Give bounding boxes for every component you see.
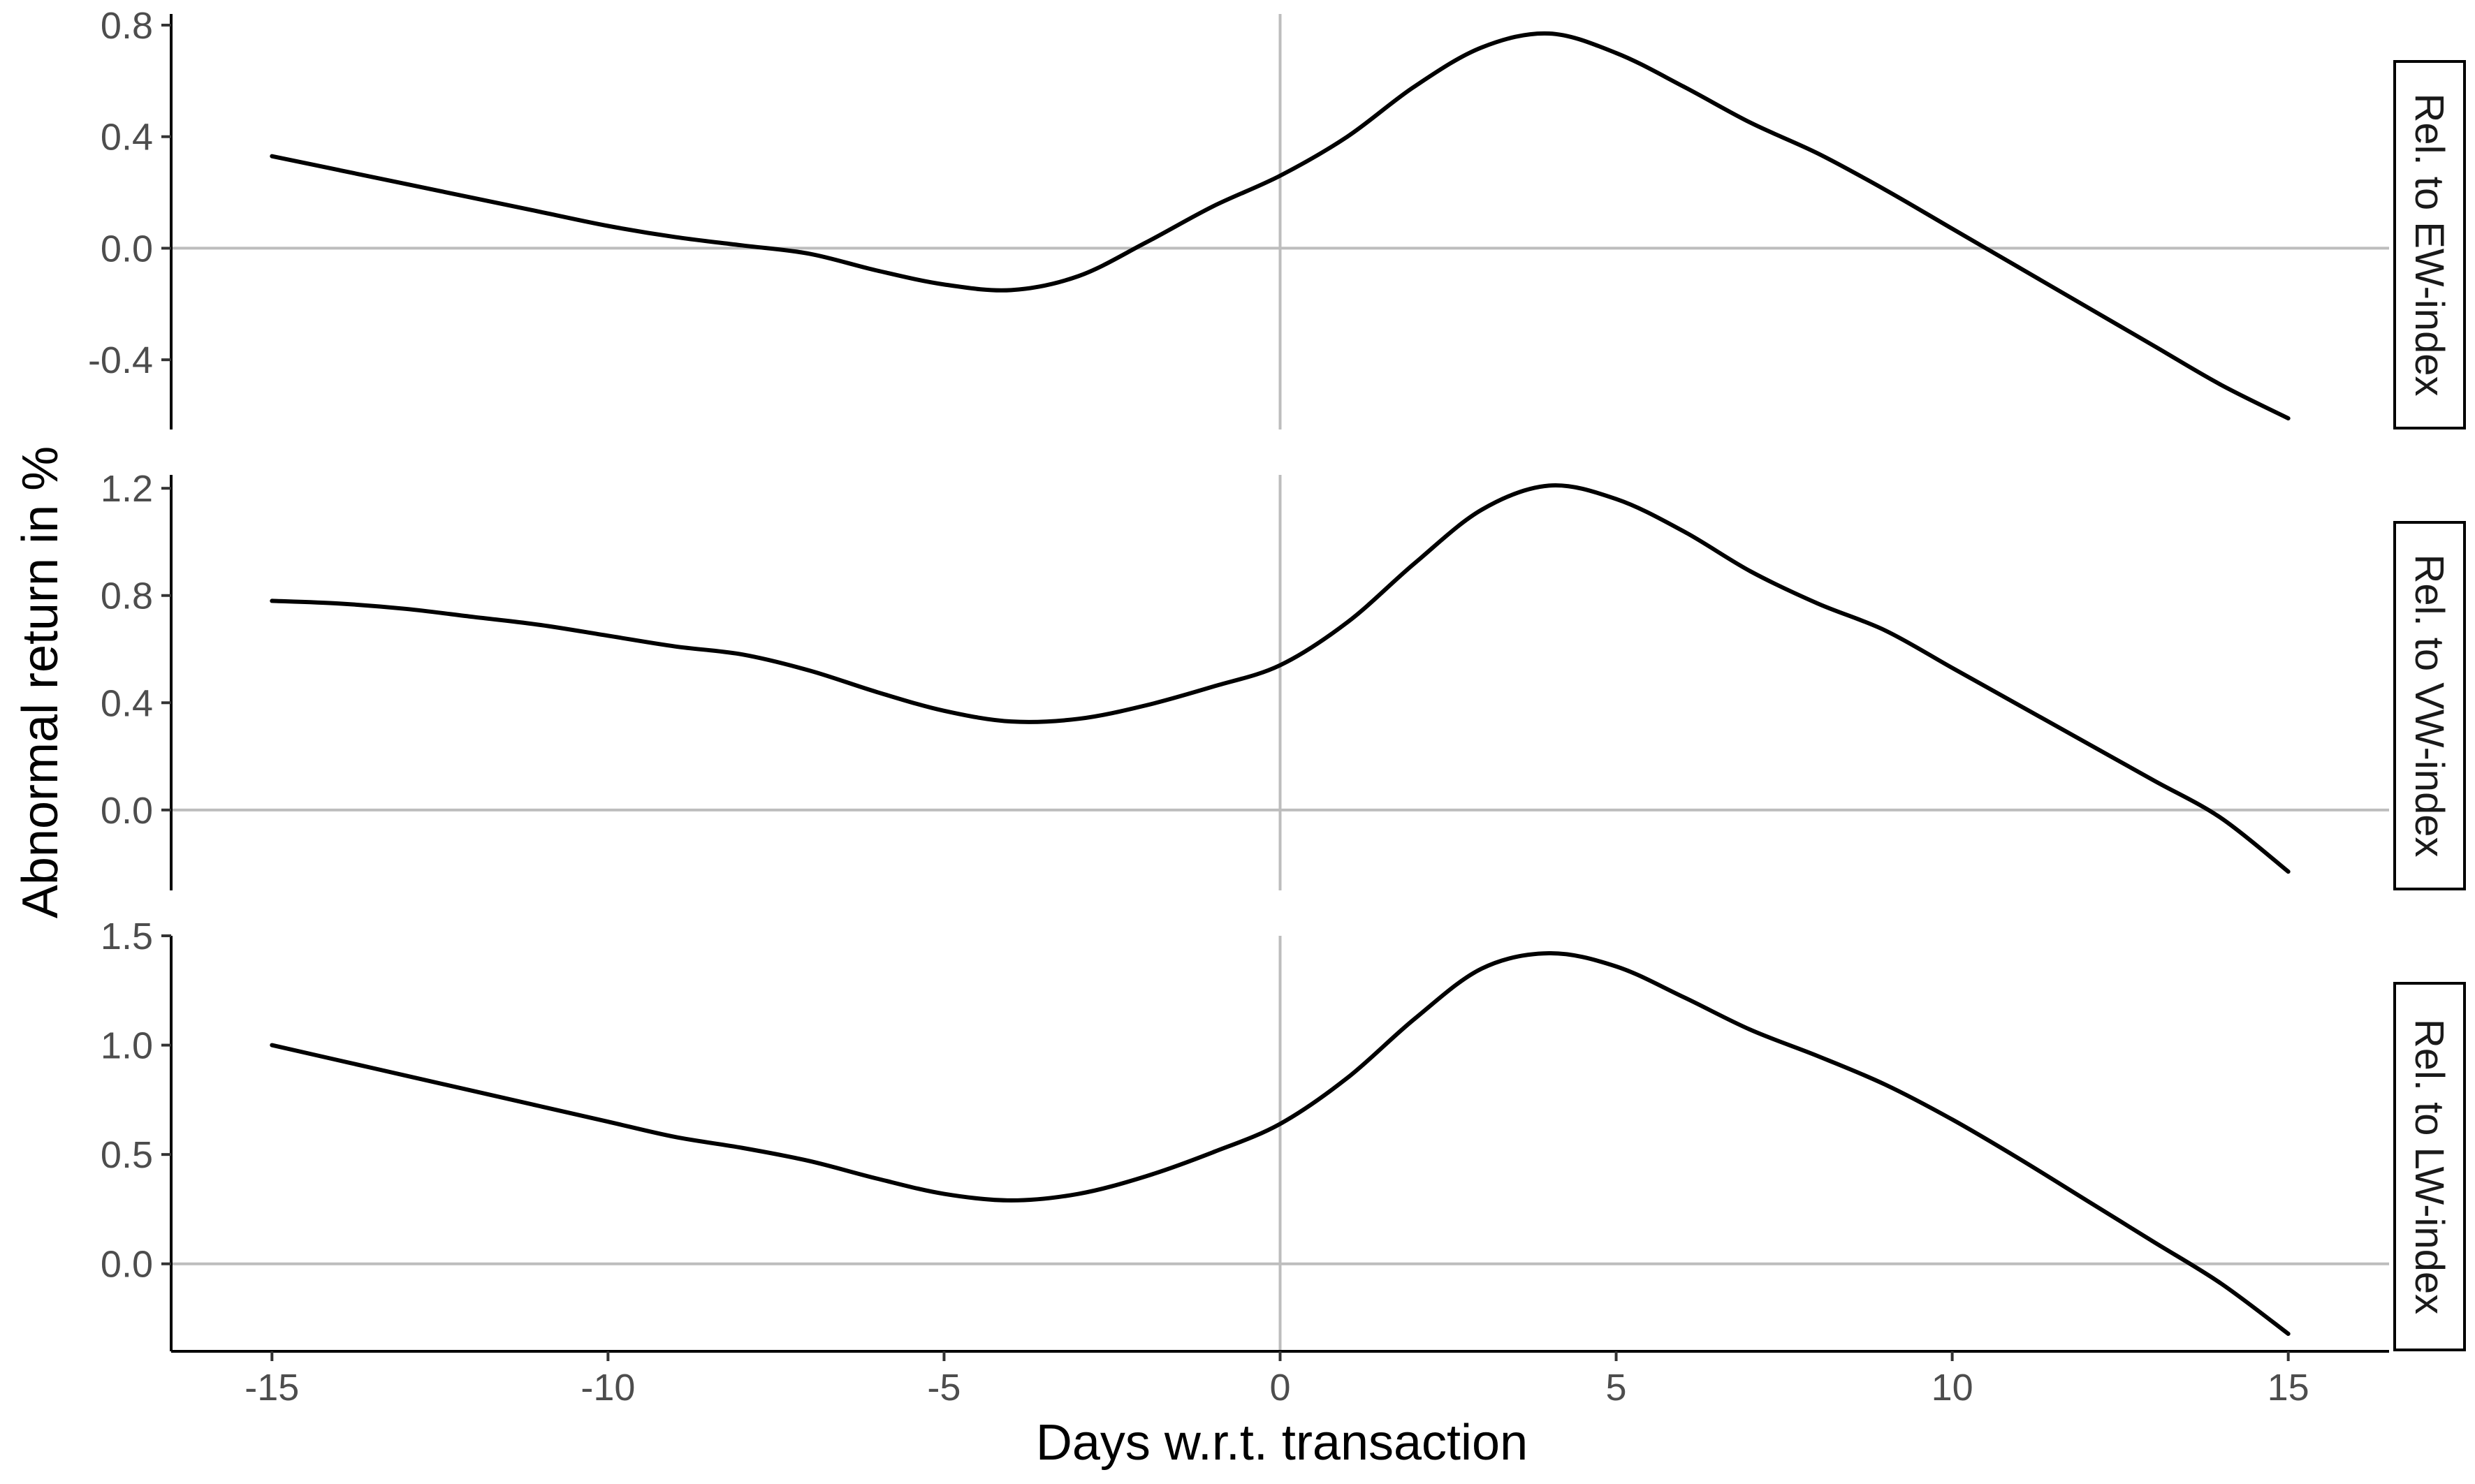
- strip-box-frame: [2393, 982, 2466, 1351]
- panel-1: -0.4 0.0 0.4 0.8 Rel. to EW-index: [88, 5, 2466, 429]
- y-tick-label: 0.4: [101, 682, 153, 724]
- y-tick-label: -0.4: [88, 339, 153, 381]
- strip-label: Rel. to LW-index: [2407, 1019, 2452, 1314]
- y-tick-label: 0.8: [101, 5, 153, 47]
- y-tick-label: 1.5: [101, 916, 153, 957]
- x-tick-label: 5: [1606, 1367, 1627, 1409]
- x-tick-label: -10: [581, 1367, 635, 1409]
- x-axis-title: Days w.r.t. transaction: [1036, 1415, 1528, 1471]
- y-tick-label: 1.0: [101, 1025, 153, 1067]
- x-tick-label: 15: [2268, 1367, 2309, 1409]
- y-tick-label: 0.0: [101, 1244, 153, 1286]
- y-tick-label: 0.0: [101, 790, 153, 832]
- panels-layer: -0.4 0.0 0.4 0.8 Rel. to EW-index 0.0 0.4 0.8 1.…: [88, 5, 2466, 1351]
- y-tick-label: 0.0: [101, 228, 153, 270]
- strip-label-box: Rel. to EW-index: [2393, 60, 2466, 429]
- y-tick-label: 0.4: [101, 117, 153, 159]
- panel-2: 0.0 0.4 0.8 1.2 Rel. to VW-index: [101, 468, 2466, 890]
- strip-label-box: Rel. to LW-index: [2393, 982, 2466, 1351]
- strip-label: Rel. to VW-index: [2407, 554, 2452, 857]
- x-tick-label: -15: [244, 1367, 299, 1409]
- strip-box-frame: [2393, 60, 2466, 429]
- strip-box-frame: [2393, 521, 2466, 890]
- x-tick-label: -5: [927, 1367, 961, 1409]
- x-tick-label: 0: [1269, 1367, 1290, 1409]
- panel-3: 0.0 0.5 1.0 1.5 Rel. to LW-index: [101, 916, 2466, 1351]
- series-line: [270, 31, 2291, 421]
- y-tick-label: 0.8: [101, 575, 153, 617]
- x-axis: -15 -10 -5 0 5 10 15: [171, 1350, 2389, 1409]
- series-line: [270, 483, 2291, 874]
- strip-label-box: Rel. to VW-index: [2393, 521, 2466, 890]
- y-tick-label: 1.2: [101, 468, 153, 510]
- y-tick-label: 0.5: [101, 1134, 153, 1176]
- strip-label: Rel. to EW-index: [2407, 93, 2452, 396]
- series-line: [270, 951, 2291, 1336]
- x-tick-label: 10: [1932, 1367, 1973, 1409]
- y-axis-title: Abnormal return in %: [13, 446, 68, 918]
